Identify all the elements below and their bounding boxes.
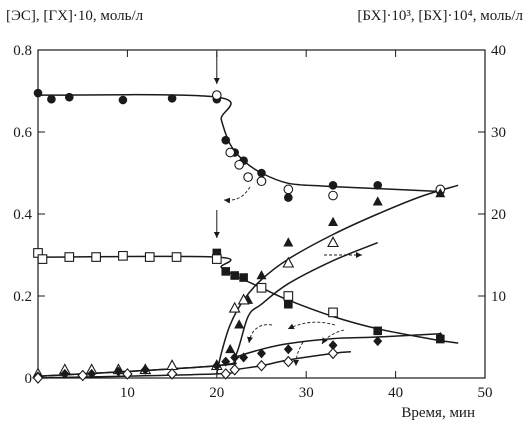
point-filled-diamond (283, 344, 293, 355)
point-filled-triangle (372, 196, 383, 206)
point-open-diamond (327, 347, 339, 360)
x-tick-label: 50 (478, 385, 493, 401)
point-open-diamond (283, 355, 294, 368)
data-points (32, 88, 446, 384)
point-filled-diamond (328, 340, 338, 351)
point-filled-square (221, 267, 231, 276)
point-open-diamond (220, 368, 231, 380)
point-open-diamond (122, 368, 133, 380)
point-open-square (283, 291, 294, 301)
point-filled-square (284, 299, 293, 309)
point-filled-circle (284, 193, 293, 202)
point-open-square (211, 254, 222, 264)
y-right-tick-label: 30 (491, 125, 506, 141)
fit-curve-open-triangle (37, 242, 378, 378)
fit-curve-filled-diamond (37, 332, 441, 378)
y-right-tick-label: 40 (491, 43, 506, 59)
point-filled-triangle (256, 270, 267, 280)
hint-arrow-filled-diamond-right (321, 329, 345, 345)
y-left-tick-label: 0.8 (13, 43, 32, 59)
annotations (213, 52, 362, 367)
point-open-diamond (32, 372, 44, 384)
point-filled-circle (257, 168, 266, 178)
point-open-square (256, 282, 267, 293)
point-open-circle (225, 147, 236, 158)
fit-curve-filled-circle (37, 93, 441, 193)
x-axis-title: Время, мин (401, 405, 475, 421)
point-open-triangle (228, 301, 241, 313)
fit-curve-filled-triangle (216, 184, 459, 375)
y-left-axis-title: [ЭС], [ГХ]·10, моль/л (6, 8, 144, 24)
point-filled-diamond (212, 360, 222, 371)
point-filled-diamond (60, 368, 70, 379)
hint-arrow-open-circle (223, 186, 251, 204)
point-filled-circle (118, 95, 128, 105)
hint-arrow-open-square (247, 324, 273, 344)
point-filled-diamond (230, 352, 240, 363)
point-filled-diamond (373, 336, 383, 347)
y-left-tick-label: 0.2 (13, 289, 32, 305)
point-filled-square (373, 326, 383, 336)
y-left-tick-label: 0.4 (13, 207, 32, 223)
point-filled-triangle (225, 343, 236, 354)
point-filled-circle (33, 88, 43, 98)
fit-curves (37, 93, 459, 379)
point-filled-circle (47, 94, 56, 104)
point-filled-circle (221, 135, 231, 145)
point-open-square (91, 252, 101, 262)
point-filled-circle (373, 181, 383, 190)
point-open-square (118, 250, 128, 261)
y-right-tick-label: 20 (491, 207, 506, 223)
point-open-diamond (77, 369, 88, 382)
hint-arrow-filled-diamond (293, 341, 304, 367)
point-open-square (37, 254, 48, 264)
point-filled-diamond (221, 356, 231, 367)
point-open-square (64, 252, 75, 262)
plot-frame (37, 49, 486, 379)
point-filled-diamond (140, 364, 150, 375)
point-open-circle (211, 90, 222, 100)
point-open-circle (256, 176, 267, 187)
axis-ticks: 10 20 30 40 50 0.2 0.4 0.6 0.8 10 20 30 40 0 (13, 43, 506, 401)
point-open-diamond (229, 363, 240, 376)
x-tick-label: 10 (120, 385, 135, 401)
point-filled-diamond (239, 352, 249, 363)
point-open-triangle (282, 256, 295, 268)
point-open-diamond (256, 359, 267, 372)
point-filled-square (212, 248, 222, 258)
point-open-square (171, 252, 182, 262)
point-filled-triangle (328, 216, 339, 226)
point-open-diamond (166, 368, 178, 380)
point-filled-circle (64, 92, 74, 102)
point-filled-diamond (87, 368, 97, 379)
hint-arrow-filled-square (287, 321, 336, 330)
x-tick-label: 20 (209, 385, 224, 401)
point-open-circle (243, 172, 253, 182)
point-filled-diamond (113, 366, 123, 377)
point-filled-diamond (435, 332, 445, 342)
point-filled-square (230, 271, 239, 280)
point-open-circle (283, 184, 294, 195)
point-open-circle (234, 159, 244, 170)
point-open-triangle (327, 236, 339, 248)
x-tick-label: 30 (299, 385, 314, 401)
point-filled-square (239, 273, 248, 282)
point-open-square (144, 252, 155, 262)
point-filled-triangle (234, 319, 245, 329)
x-tick-label: 40 (388, 385, 403, 401)
y-right-axis-title: [БХ]·10³, [БХ]·10⁴, моль/л (357, 8, 523, 24)
plot-border (37, 49, 486, 379)
point-open-square (328, 307, 338, 318)
point-open-triangle (237, 293, 250, 305)
point-filled-circle (328, 181, 338, 190)
point-filled-triangle (283, 237, 294, 247)
point-open-circle (328, 190, 338, 201)
y-left-tick-label: 0.6 (13, 125, 32, 141)
point-filled-triangle (435, 188, 446, 198)
y-right-tick-label: 10 (491, 289, 506, 305)
origin-label: 0 (25, 371, 33, 387)
point-filled-diamond (257, 348, 266, 359)
point-filled-circle (167, 94, 177, 103)
